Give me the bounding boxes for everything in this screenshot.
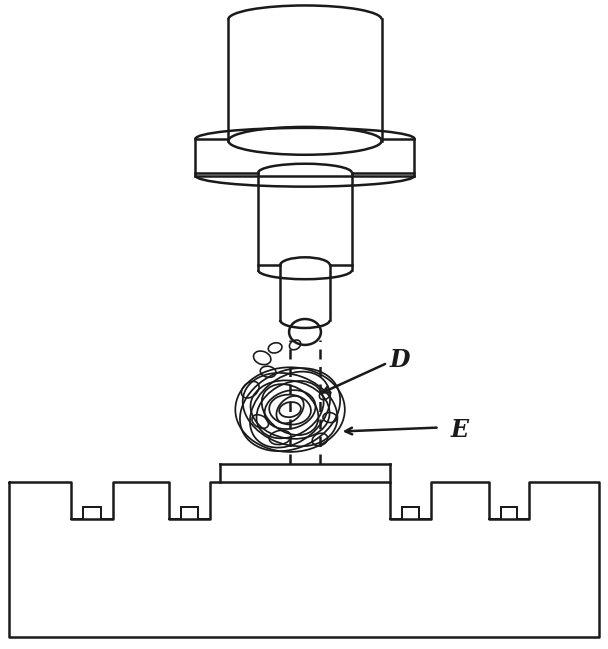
Text: D: D <box>389 348 410 372</box>
Text: E: E <box>451 417 468 441</box>
